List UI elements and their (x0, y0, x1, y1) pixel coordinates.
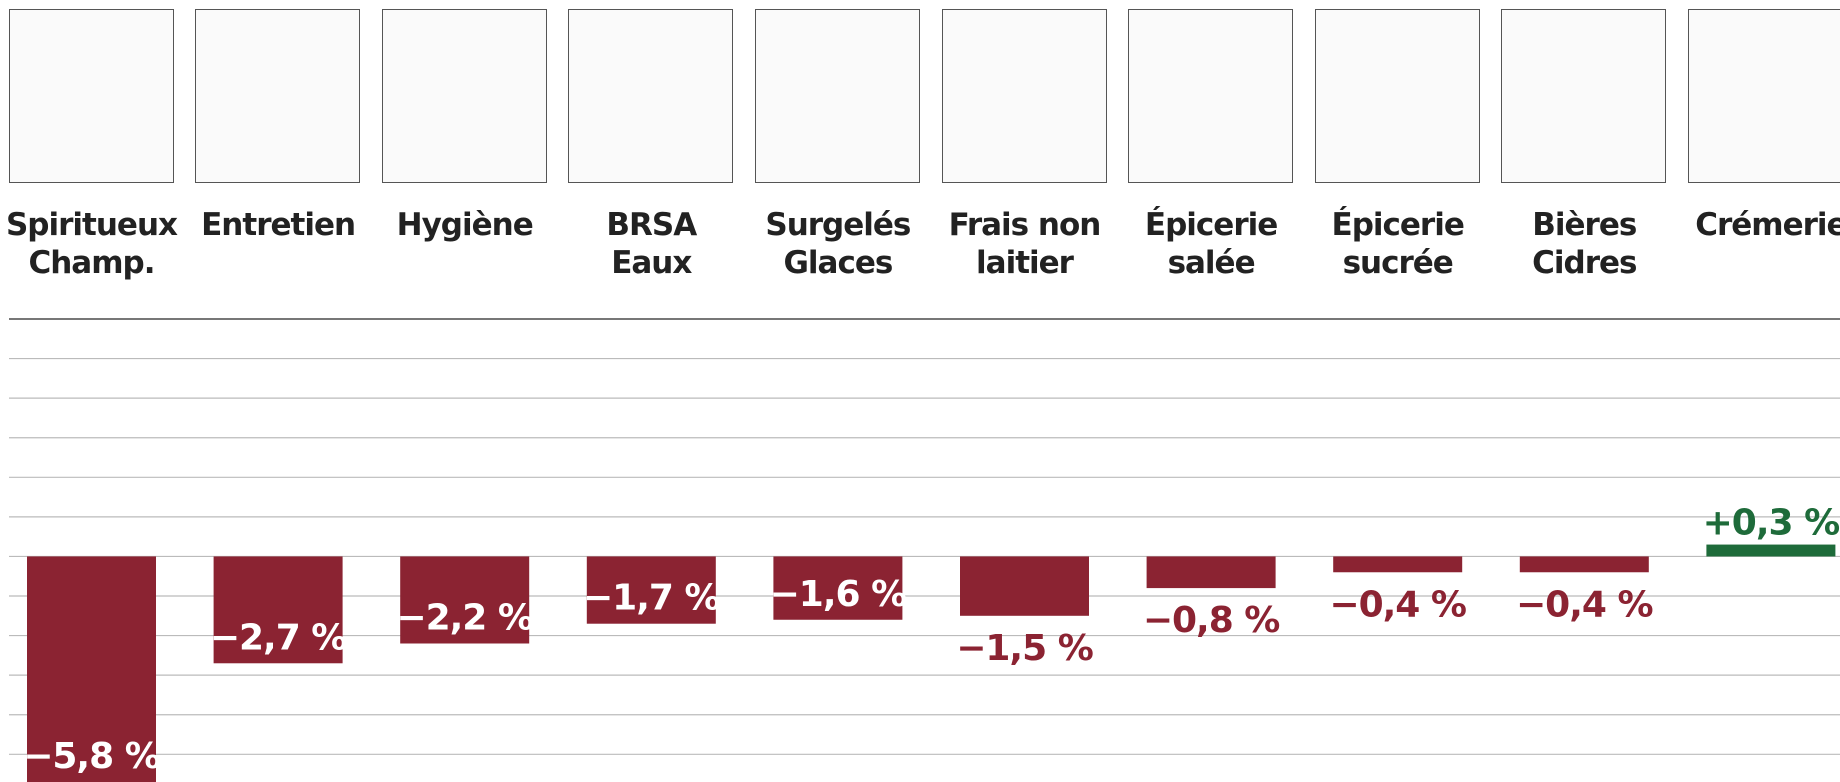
bar (1333, 556, 1463, 573)
bar (400, 556, 530, 644)
category-label: Entretien (201, 207, 356, 243)
category-image (1501, 9, 1667, 183)
category-image (381, 9, 547, 183)
value-label: −2,7 % (210, 617, 347, 658)
category-image (1314, 9, 1480, 183)
value-label: −0,8 % (1143, 600, 1280, 641)
category-image (1687, 9, 1840, 183)
bar (1146, 556, 1276, 589)
category-label: Hygiène (396, 207, 534, 243)
category-image (195, 9, 361, 183)
category-image (1128, 9, 1294, 183)
category-label: Épicerie salée (1144, 207, 1278, 281)
category-label: Frais non laitier (948, 207, 1102, 281)
category-label: Spiritueux Champ. (5, 207, 178, 281)
category-image (8, 9, 174, 183)
value-label: −0,4 % (1329, 584, 1466, 625)
value-label: −5,8 % (23, 736, 160, 777)
bar (213, 556, 343, 664)
category-label: Surgelés Glaces (765, 207, 911, 281)
category-image (941, 9, 1107, 183)
bar (960, 556, 1089, 616)
bar (27, 556, 156, 782)
category-label: Épicerie sucrée (1331, 207, 1465, 281)
value-label: −1,6 % (770, 574, 907, 615)
category-label: Bières Cidres (1532, 207, 1637, 281)
value-label: −1,7 % (583, 578, 720, 619)
bar (773, 556, 903, 620)
value-label: −2,2 % (396, 597, 533, 638)
category-label: BRSA Eaux (606, 207, 697, 281)
value-label: −0,4 % (1516, 584, 1653, 625)
category-image (568, 9, 734, 183)
value-label: −1,5 % (956, 628, 1093, 669)
category-label: Crémerie (1695, 207, 1840, 243)
category-image (754, 9, 920, 183)
bar (586, 556, 716, 624)
value-label: +0,3 % (1703, 503, 1840, 544)
bar (1706, 544, 1836, 557)
bar (1519, 556, 1649, 573)
